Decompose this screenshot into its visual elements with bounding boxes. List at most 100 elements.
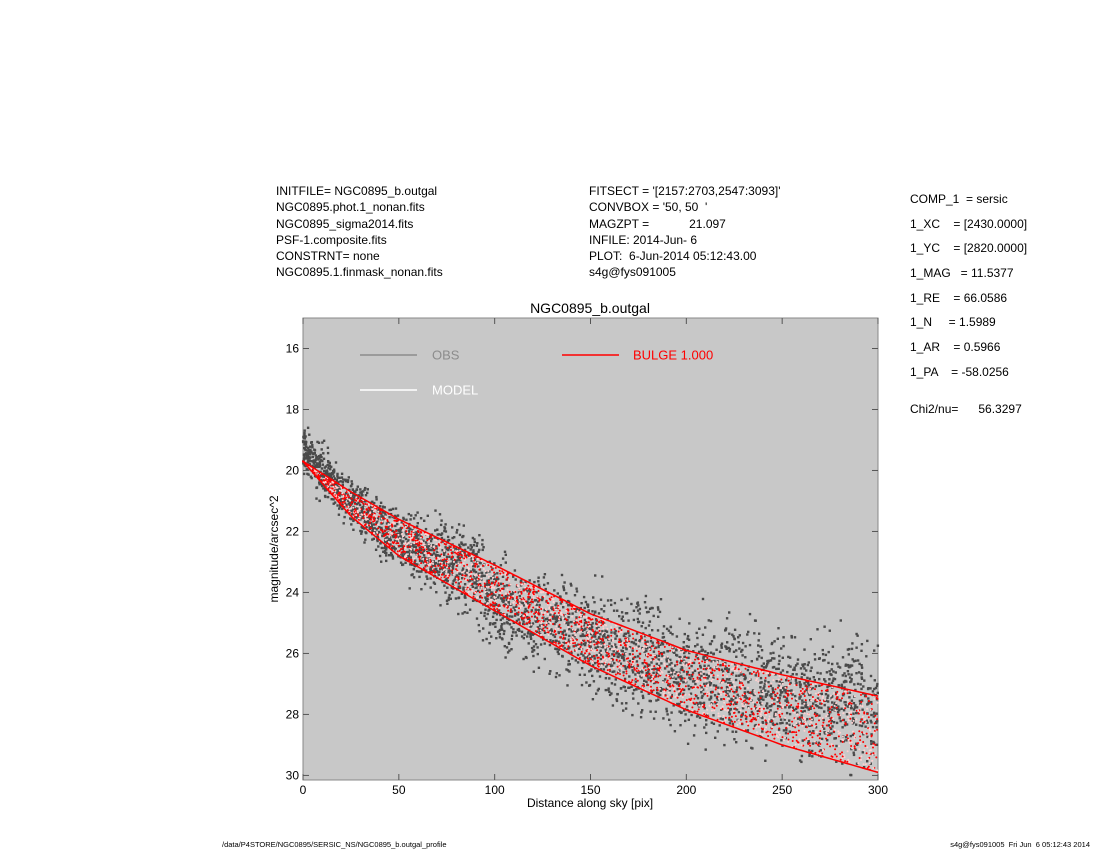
obs-point	[762, 662, 765, 665]
obs-point	[337, 476, 340, 479]
bulge-model-point	[334, 485, 337, 488]
obs-point	[662, 625, 666, 628]
obs-point	[855, 646, 858, 649]
obs-point	[422, 550, 425, 553]
bulge-model-point	[627, 630, 630, 633]
obs-point	[813, 678, 816, 682]
bulge-model-point	[739, 718, 742, 721]
bulge-model-point	[803, 729, 806, 732]
bulge-model-point	[712, 660, 715, 663]
obs-point	[438, 513, 442, 516]
obs-point	[323, 472, 326, 475]
obs-point	[720, 644, 723, 647]
obs-point	[314, 464, 317, 467]
obs-point	[326, 464, 329, 467]
obs-point	[852, 702, 856, 705]
obs-point	[847, 653, 850, 656]
header-magzpt: MAGZPT = 21.097	[589, 216, 726, 231]
bulge-model-point	[820, 689, 823, 692]
obs-point	[655, 662, 658, 666]
obs-point	[538, 624, 542, 627]
obs-point	[620, 598, 623, 602]
obs-point	[816, 628, 819, 631]
obs-point	[535, 630, 539, 633]
bulge-model-point	[532, 606, 535, 609]
obs-point	[660, 662, 663, 665]
obs-point	[620, 611, 624, 614]
obs-point	[491, 566, 494, 569]
obs-point	[522, 620, 525, 623]
obs-point	[475, 583, 478, 586]
obs-point	[375, 528, 378, 531]
obs-point	[628, 675, 631, 678]
bulge-model-point	[773, 702, 775, 705]
obs-point	[647, 670, 650, 674]
obs-point	[652, 717, 656, 720]
obs-point	[332, 469, 335, 473]
bulge-model-point	[545, 599, 548, 602]
obs-point	[465, 574, 468, 577]
obs-point	[385, 554, 388, 557]
obs-point	[408, 587, 411, 590]
obs-point	[535, 591, 538, 594]
obs-point	[735, 702, 738, 705]
obs-point	[486, 612, 489, 616]
bulge-model-point	[716, 718, 719, 721]
obs-point	[580, 683, 584, 687]
obs-point	[359, 529, 362, 533]
bulge-model-point	[852, 719, 855, 722]
obs-point	[583, 621, 587, 625]
obs-point	[682, 692, 685, 695]
obs-point	[788, 689, 791, 693]
obs-point	[723, 743, 726, 747]
bulge-model-point	[387, 540, 390, 543]
obs-point	[614, 637, 617, 640]
obs-point	[726, 641, 729, 644]
obs-point	[414, 551, 417, 554]
obs-point	[649, 675, 652, 678]
obs-point	[440, 532, 444, 535]
obs-point	[824, 680, 827, 683]
bulge-model-point	[503, 605, 506, 608]
obs-point	[712, 636, 716, 639]
bulge-model-point	[681, 656, 684, 658]
obs-point	[814, 685, 818, 688]
bulge-model-point	[477, 576, 480, 579]
bulge-model-point	[764, 677, 767, 679]
bulge-model-point	[716, 695, 719, 698]
bulge-model-point	[402, 529, 405, 532]
bulge-model-point	[558, 618, 560, 621]
obs-point	[793, 636, 797, 639]
obs-point	[695, 631, 698, 635]
obs-point	[433, 536, 436, 539]
obs-point	[638, 607, 642, 611]
bulge-model-point	[850, 741, 853, 744]
bulge-model-point	[381, 529, 384, 532]
obs-point	[318, 460, 322, 463]
obs-point	[862, 733, 865, 736]
obs-point	[490, 596, 493, 599]
obs-point	[708, 684, 712, 687]
obs-point	[375, 498, 378, 501]
obs-point	[849, 705, 852, 708]
bulge-model-point	[331, 481, 334, 484]
obs-point	[833, 677, 837, 681]
obs-point	[414, 559, 417, 562]
bulge-model-point	[733, 685, 736, 688]
obs-point	[773, 657, 776, 660]
obs-point	[511, 597, 514, 600]
obs-point	[700, 674, 703, 678]
obs-point	[744, 717, 748, 720]
obs-point	[506, 617, 509, 621]
obs-point	[735, 674, 738, 677]
bulge-model-point	[777, 736, 780, 739]
obs-point	[374, 531, 377, 534]
obs-point	[647, 692, 650, 695]
bulge-model-point	[493, 583, 496, 586]
obs-point	[368, 522, 372, 525]
bulge-model-point	[426, 552, 429, 555]
obs-point	[670, 661, 673, 665]
bulge-model-point	[631, 679, 634, 682]
obs-point	[365, 511, 368, 515]
obs-point	[365, 525, 368, 529]
